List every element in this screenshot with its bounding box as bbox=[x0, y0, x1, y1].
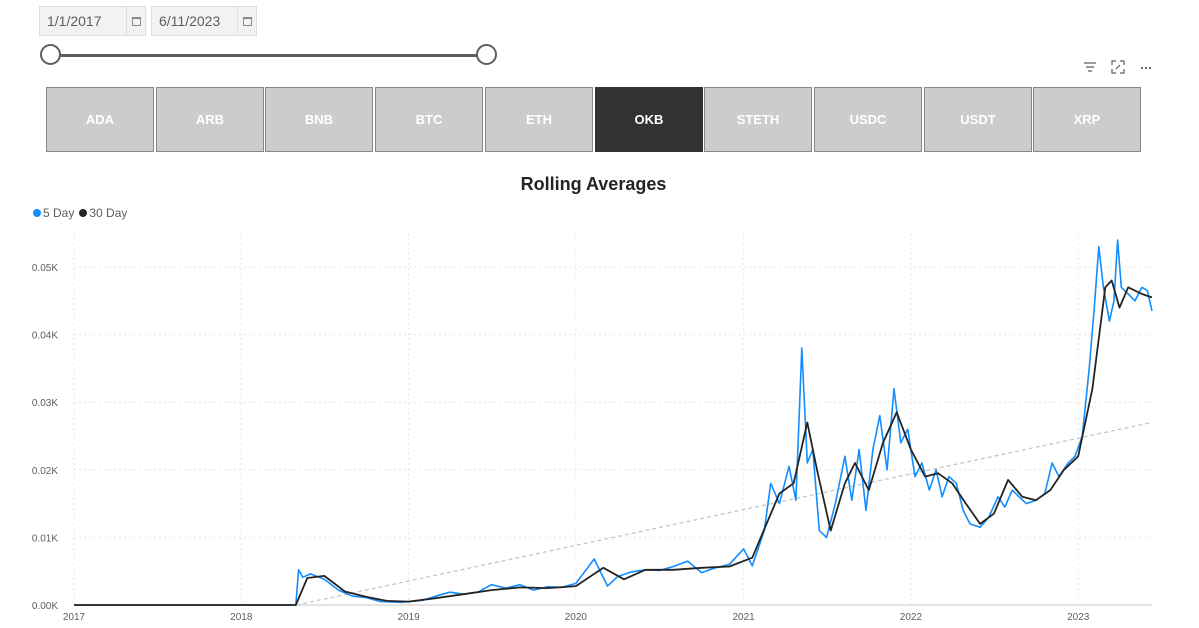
token-tile-xrp[interactable]: XRP bbox=[1033, 87, 1141, 152]
x-tick-label: 2022 bbox=[900, 612, 923, 623]
token-tile-arb[interactable]: ARB bbox=[156, 87, 264, 152]
trend-line bbox=[296, 421, 1153, 606]
chart-legend: 5 Day 30 Day bbox=[33, 206, 132, 220]
y-tick-label: 0.03K bbox=[32, 398, 58, 409]
slider-start-handle[interactable] bbox=[40, 44, 61, 65]
x-tick-label: 2021 bbox=[733, 612, 756, 623]
end-date-value: 6/11/2023 bbox=[159, 13, 221, 29]
y-tick-label: 0.02K bbox=[32, 466, 58, 477]
filter-icon[interactable] bbox=[1082, 60, 1098, 76]
x-tick-label: 2018 bbox=[230, 612, 253, 623]
start-date-input[interactable]: 1/1/2017 bbox=[39, 6, 146, 36]
x-tick-label: 2017 bbox=[63, 612, 86, 623]
token-slicer: ADA ARB BNB BTC ETH OKB STETH USDC USDT XRP bbox=[46, 87, 1143, 153]
token-tile-usdt[interactable]: USDT bbox=[924, 87, 1032, 152]
end-date-input[interactable]: 6/11/2023 bbox=[151, 6, 257, 36]
date-range-slider[interactable] bbox=[40, 42, 510, 68]
calendar-icon[interactable] bbox=[126, 7, 145, 35]
legend-item-30-day[interactable]: 30 Day bbox=[79, 206, 127, 220]
legend-marker bbox=[79, 209, 88, 217]
calendar-icon[interactable] bbox=[237, 7, 256, 35]
chart-title: Rolling Averages bbox=[520, 174, 667, 194]
legend-label: 5 Day bbox=[43, 206, 75, 220]
start-date-value: 1/1/2017 bbox=[47, 13, 102, 29]
token-tile-usdc[interactable]: USDC bbox=[814, 87, 922, 152]
x-tick-label: 2023 bbox=[1067, 612, 1090, 623]
y-tick-label: 0.04K bbox=[32, 331, 58, 342]
y-tick-label: 0.01K bbox=[32, 533, 58, 544]
slider-track[interactable] bbox=[51, 54, 487, 57]
series-line-5-day bbox=[74, 239, 1153, 606]
more-options-icon[interactable] bbox=[1138, 60, 1154, 76]
series-line-30-day bbox=[74, 279, 1153, 606]
token-tile-eth[interactable]: ETH bbox=[485, 87, 593, 152]
y-tick-label: 0.05K bbox=[32, 263, 58, 274]
legend-item-5-day[interactable]: 5 Day bbox=[33, 206, 74, 220]
token-tile-steth[interactable]: STETH bbox=[704, 87, 812, 152]
x-tick-label: 2019 bbox=[397, 612, 420, 623]
token-tile-bnb[interactable]: BNB bbox=[265, 87, 373, 152]
token-tile-ada[interactable]: ADA bbox=[46, 87, 154, 152]
legend-label: 30 Day bbox=[89, 206, 128, 220]
focus-mode-icon[interactable] bbox=[1110, 60, 1126, 76]
slider-end-handle[interactable] bbox=[476, 44, 497, 65]
legend-marker bbox=[33, 209, 41, 217]
token-tile-btc[interactable]: BTC bbox=[375, 87, 483, 152]
token-tile-okb[interactable]: OKB bbox=[595, 87, 703, 152]
x-tick-label: 2020 bbox=[565, 612, 588, 623]
y-tick-label: 0.00K bbox=[32, 601, 58, 612]
